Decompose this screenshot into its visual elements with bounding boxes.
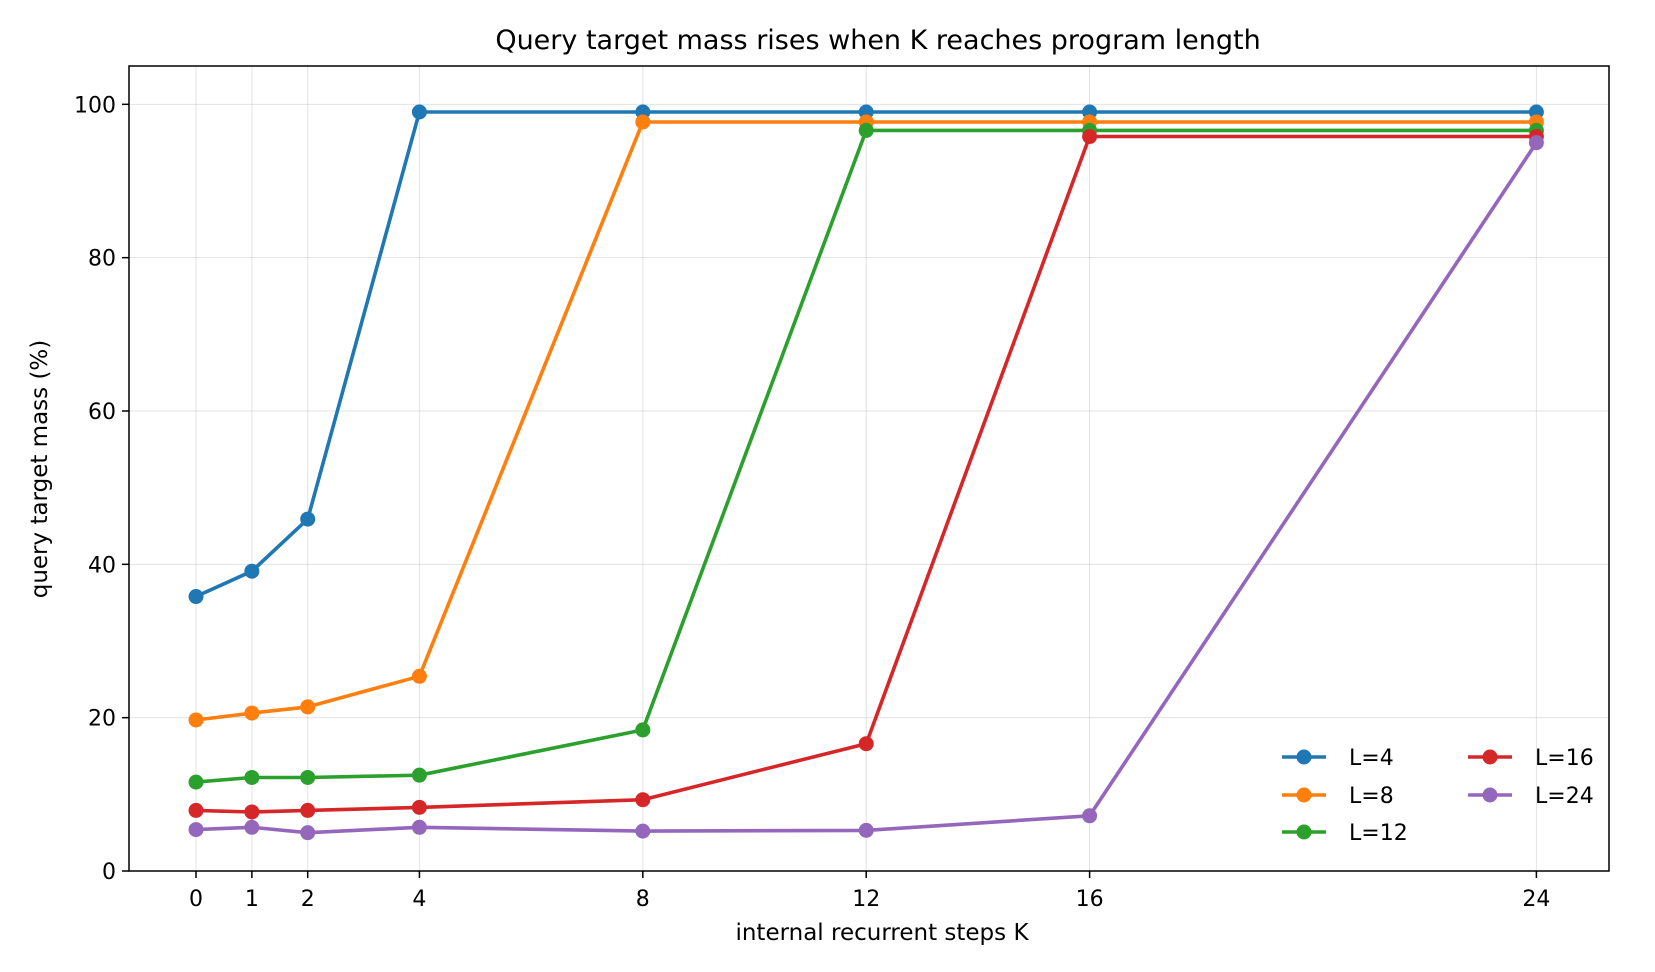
x-tick-label: 0 (189, 887, 203, 912)
data-point (858, 822, 874, 838)
grid-lines (129, 66, 1609, 872)
y-axis-label: query target mass (%) (27, 340, 53, 599)
data-point (300, 802, 316, 818)
data-point (300, 769, 316, 785)
x-tick-label: 8 (636, 887, 650, 912)
data-point (244, 819, 260, 835)
data-point (244, 705, 260, 721)
x-tick-label: 24 (1522, 887, 1550, 912)
data-point (188, 774, 204, 790)
data-series (188, 104, 1544, 841)
legend: L=4 L=8 L=12 L=16 L=24 (1282, 746, 1594, 846)
legend-item: L=8 (1282, 784, 1394, 809)
data-point (635, 114, 651, 130)
series-l-24 (188, 135, 1544, 841)
data-point (635, 792, 651, 808)
legend-marker (1482, 749, 1498, 765)
data-point (244, 563, 260, 579)
data-point (1082, 808, 1098, 824)
data-point (411, 104, 427, 120)
x-tick-label: 12 (852, 887, 880, 912)
legend-label: L=4 (1349, 746, 1394, 771)
legend-label: L=24 (1535, 784, 1594, 809)
legend-item: L=16 (1468, 746, 1594, 771)
y-tick-label: 60 (88, 400, 116, 425)
legend-marker (1296, 787, 1312, 803)
data-point (188, 802, 204, 818)
legend-marker (1296, 824, 1312, 840)
data-point (1528, 135, 1544, 151)
data-point (300, 825, 316, 841)
y-tick-label: 80 (88, 247, 116, 272)
plot-frame (128, 65, 1610, 872)
y-tick-label: 100 (74, 93, 116, 118)
data-point (244, 804, 260, 820)
x-tick-label: 1 (245, 887, 259, 912)
data-point (858, 122, 874, 138)
series-l-12 (188, 122, 1544, 790)
data-point (411, 668, 427, 684)
legend-item: L=24 (1468, 784, 1594, 809)
data-point (300, 511, 316, 527)
y-tick-label: 0 (102, 860, 116, 885)
series-line (195, 120, 1537, 722)
x-axis-ticks: 0 1 2 4 8 12 16 24 (189, 871, 1550, 912)
x-tick-label: 4 (412, 887, 426, 912)
legend-item: L=12 (1282, 821, 1408, 846)
series-line (195, 141, 1538, 835)
y-axis-ticks: 0 20 40 60 80 100 (74, 93, 129, 885)
chart-title: Query target mass rises when K reaches p… (495, 25, 1260, 56)
data-point (411, 819, 427, 835)
data-point (635, 823, 651, 839)
data-point (635, 722, 651, 738)
series-line (195, 134, 1537, 814)
data-point (188, 822, 204, 838)
y-tick-label: 40 (88, 553, 116, 578)
legend-item: L=4 (1282, 746, 1394, 771)
data-point (411, 799, 427, 815)
data-point (188, 589, 204, 605)
data-point (858, 736, 874, 752)
legend-label: L=8 (1349, 784, 1394, 809)
x-axis-label: internal recurrent steps K (735, 920, 1029, 946)
legend-marker (1482, 787, 1498, 803)
x-tick-label: 2 (301, 887, 315, 912)
data-point (244, 769, 260, 785)
series-line (195, 128, 1537, 784)
series-line (195, 110, 1537, 599)
legend-marker (1296, 749, 1312, 765)
legend-label: L=12 (1349, 821, 1408, 846)
data-point (1082, 129, 1098, 145)
x-tick-label: 16 (1076, 887, 1104, 912)
data-point (411, 767, 427, 783)
data-point (188, 712, 204, 728)
data-point (300, 699, 316, 715)
y-tick-label: 20 (88, 707, 116, 732)
legend-label: L=16 (1535, 746, 1594, 771)
